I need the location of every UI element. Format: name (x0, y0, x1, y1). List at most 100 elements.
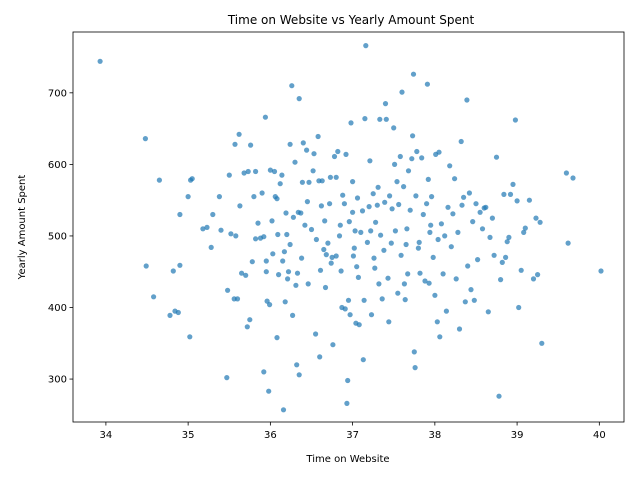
x-tick-label: 39 (511, 430, 524, 441)
data-point (483, 204, 489, 210)
data-point (373, 219, 379, 225)
data-point (263, 269, 269, 275)
data-point (354, 264, 360, 270)
data-point (296, 372, 302, 378)
data-point (397, 153, 403, 160)
data-point (294, 270, 301, 276)
data-point (512, 117, 519, 123)
x-tick-label: 36 (264, 430, 277, 441)
data-point (424, 201, 430, 207)
data-point (405, 271, 411, 277)
data-point (282, 299, 288, 305)
data-point (275, 231, 281, 238)
data-point (533, 215, 539, 221)
data-point (302, 222, 308, 228)
data-point (419, 155, 425, 161)
data-point (416, 239, 422, 245)
data-point (535, 272, 541, 278)
data-point (477, 209, 483, 215)
data-point (281, 249, 287, 255)
data-point (504, 239, 510, 245)
data-point (156, 177, 162, 183)
data-point (405, 168, 412, 174)
data-point (261, 369, 267, 375)
data-point (456, 326, 463, 332)
data-point (249, 259, 255, 265)
data-point (304, 199, 310, 205)
y-tick-label: 700 (48, 88, 67, 99)
data-point (283, 210, 289, 216)
data-point (518, 267, 524, 273)
data-point (391, 125, 397, 131)
data-point (470, 219, 476, 225)
data-point (375, 184, 381, 190)
data-point (385, 275, 391, 281)
data-point (327, 174, 333, 180)
data-point (337, 222, 343, 228)
data-point (267, 302, 273, 308)
data-point (379, 296, 385, 302)
data-point (228, 231, 234, 237)
data-point (234, 296, 241, 302)
data-point (398, 252, 404, 258)
data-point (537, 219, 543, 225)
x-axis-ticks: 34 35 36 37 38 39 40 (100, 422, 606, 441)
data-point (485, 309, 491, 315)
data-point (402, 297, 408, 303)
data-point (177, 211, 183, 218)
data-point (434, 319, 440, 325)
data-point (403, 241, 409, 248)
data-point (420, 211, 426, 218)
data-point (445, 204, 451, 210)
data-point (248, 142, 254, 148)
data-point (318, 203, 324, 209)
data-point (327, 201, 333, 207)
data-point (247, 317, 253, 323)
data-point (387, 193, 393, 199)
data-point (310, 168, 316, 174)
data-point (151, 294, 157, 300)
data-point (386, 319, 392, 325)
data-point (279, 172, 285, 178)
data-point (452, 176, 458, 182)
data-point (352, 228, 358, 234)
data-point (598, 268, 604, 274)
data-point (487, 234, 493, 240)
x-tick-label: 35 (182, 430, 195, 441)
data-point (448, 244, 454, 250)
data-point (236, 131, 242, 137)
data-point (263, 258, 269, 264)
data-point (325, 240, 331, 246)
data-point (429, 194, 435, 200)
data-point (331, 153, 338, 160)
data-point (305, 281, 311, 287)
data-point (317, 267, 324, 273)
data-point (216, 194, 222, 200)
y-axis-ticks: 300 400 500 600 700 (48, 88, 73, 386)
data-point (506, 234, 512, 240)
data-point (345, 377, 351, 384)
data-point (392, 228, 398, 234)
data-point (285, 269, 292, 275)
data-point (218, 227, 224, 233)
data-point (290, 214, 296, 220)
data-point (377, 116, 383, 122)
data-point (294, 362, 300, 368)
data-point (259, 190, 265, 196)
data-point (499, 259, 505, 265)
data-point (322, 218, 328, 224)
data-point (411, 349, 417, 355)
data-point (371, 255, 377, 261)
data-point (438, 221, 444, 227)
data-point (361, 297, 367, 303)
y-axis-label: Yearly Amount Spent (17, 175, 28, 281)
data-point (341, 201, 347, 207)
data-point (322, 284, 329, 291)
data-point (200, 226, 206, 232)
data-point (414, 148, 420, 155)
data-point (410, 71, 417, 77)
data-point (510, 181, 516, 187)
data-point (356, 322, 362, 328)
data-point (378, 232, 384, 238)
data-point (563, 170, 570, 176)
